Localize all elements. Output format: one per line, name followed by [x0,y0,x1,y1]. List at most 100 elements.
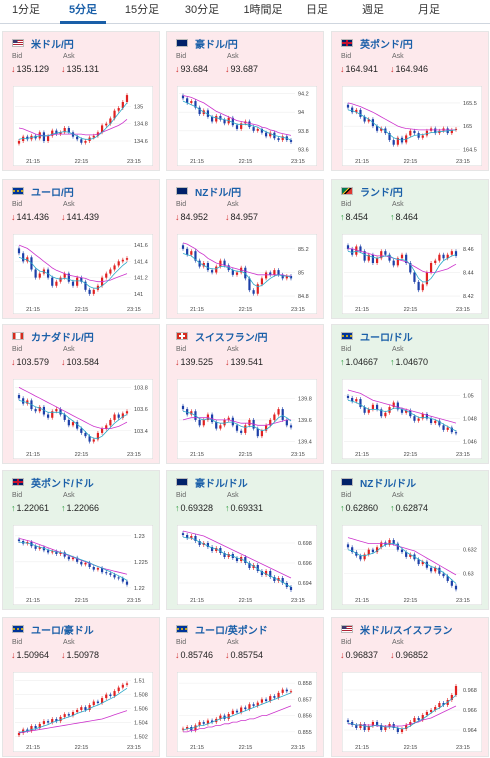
bid-price-row: ↓93.684 [175,64,208,74]
ask-label: Ask [227,201,239,208]
currency-pair-link[interactable]: ユーロ/豪ドル [31,626,94,637]
tab-5min[interactable]: 5分足 [60,0,106,24]
tab-daily[interactable]: 日足 [306,4,328,16]
candle [34,269,37,278]
candle [388,724,391,727]
bid-label: Bid [176,492,187,499]
chart-background [13,379,153,459]
candle [59,132,62,135]
currency-pair-link[interactable]: 米ドル/スイスフラン [360,626,453,637]
candle [231,417,234,426]
bid-label: Bid [12,346,23,353]
candle [417,418,420,421]
currency-card[interactable]: NZドル/円 Bid Ask ↓84.952 ↓84.957 85.2 85 84.8 21:1… [166,179,324,319]
currency-card[interactable]: 豪ドル/円 Bid Ask ↓93.684 ↓93.687 94.2 94 93.8 93.6 2… [166,31,324,171]
candle [363,554,366,560]
arrow-down-icon: ↓ [225,357,230,367]
candle [38,273,41,278]
ask-price: 139.541 [230,357,264,367]
currency-card[interactable]: ユーロ/豪ドル Bid Ask ↓1.50964 ↓1.50978 1.51 1.508 1.… [2,617,160,757]
currency-pair-link[interactable]: 豪ドル/ドル [195,479,248,490]
x-tick-label: 23:15 [127,598,141,604]
currency-pair-link[interactable]: 米ドル/円 [31,40,74,51]
candle [355,552,358,556]
arrow-up-icon: ↑ [225,503,230,513]
currency-pair-link[interactable]: 英ポンド/円 [360,40,413,51]
chart-background [13,525,153,605]
currency-pair-link[interactable]: ユーロ/円 [31,188,74,199]
candle [194,251,197,261]
bid-price: 0.85746 [180,650,214,660]
currency-card[interactable]: カナダドル/円 Bid Ask ↓103.579 ↓103.584 103.8 103.6 1… [2,324,160,464]
currency-card[interactable]: 豪ドル/ドル Bid Ask ↑0.69328 ↑0.69331 0.698 0.696 0.… [166,470,324,610]
currency-card[interactable]: ユーロ/ドル Bid Ask ↑1.04667 ↑1.04670 1.05 1.048 1.0… [331,324,489,464]
currency-pair-link[interactable]: 豪ドル/円 [195,40,238,51]
currency-card[interactable]: ユーロ/英ポンド Bid Ask ↓0.85746 ↓0.85754 0.858 0.857… [166,617,324,757]
currency-card[interactable]: 英ポンド/ドル Bid Ask ↑1.22061 ↑1.22066 1.23 1.225 1.… [2,470,160,610]
candle [206,414,210,420]
currency-card[interactable]: 米ドル/円 Bid Ask ↓135.129 ↓135.131 135 134.8 134.6… [2,31,160,171]
candle [67,273,70,282]
candle [450,695,453,700]
candle [273,577,276,581]
candle [92,567,95,570]
currency-pair-link[interactable]: NZドル/ドル [360,479,417,490]
candle [190,536,193,538]
currency-pair-link[interactable]: ユーロ/ドル [360,333,413,344]
candle [240,430,243,433]
x-tick-label: 22:15 [404,159,418,165]
candle [277,270,280,275]
ma-long-line [18,244,128,283]
y-tick-label: 141.6 [134,243,148,249]
candle [346,544,350,548]
chart-background [13,672,153,752]
currency-card[interactable]: 米ドル/スイスフラン Bid Ask ↓0.96837 ↓0.96852 0.968 0.9… [331,617,489,757]
tab-30min[interactable]: 30分足 [184,4,220,16]
candle [202,419,205,426]
candle [121,684,124,688]
candle [223,419,226,426]
ma-short-line [347,399,457,432]
tab-monthly[interactable]: 月足 [418,4,440,16]
bid-label: Bid [341,346,352,353]
currency-pair-link[interactable]: スイスフラン/円 [195,333,268,344]
ask-price: 0.69331 [230,503,264,513]
candle [264,132,268,137]
currency-pair-link[interactable]: NZドル/円 [195,188,242,199]
candle [210,270,214,273]
nz-us-flag-icon [341,478,353,486]
x-tick-label: 22:15 [404,745,418,751]
candle [371,254,375,263]
currency-card[interactable]: NZドル/ドル Bid Ask ↑0.62860 ↑0.62874 0.632 0.63 21… [331,470,489,610]
candle [117,261,120,266]
ma-long-line [18,538,128,575]
currency-pair-link[interactable]: 英ポンド/ドル [31,479,94,490]
bid-price-row: ↓164.941 [340,64,378,74]
tab-1min[interactable]: 1分足 [11,4,41,16]
price-chart: 94.2 94 93.8 93.6 21:15 22:15 23:15 [177,86,317,166]
candle [434,707,437,710]
tab-15min[interactable]: 15分足 [124,4,160,16]
ma-long-line [183,705,292,733]
currency-card[interactable]: ユーロ/円 Bid Ask ↓141.436 ↓141.439 141.6 141.4 141… [2,179,160,319]
currency-pair-link[interactable]: カナダドル/円 [31,333,94,344]
tab-weekly[interactable]: 週足 [362,4,384,16]
ask-label: Ask [227,492,239,499]
candle [121,102,124,109]
candle [121,578,124,582]
candle [346,104,350,108]
currency-card[interactable]: 英ポンド/円 Bid Ask ↓164.941 ↓164.946 165.5 165 164.… [331,31,489,171]
currency-pair-link[interactable]: ユーロ/英ポンド [195,626,268,637]
tab-1hour[interactable]: 1時間足 [243,4,283,16]
candle [289,587,293,590]
y-tick-label: 135 [134,104,143,110]
currency-pair-link[interactable]: ランド/円 [360,188,403,199]
currency-card[interactable]: スイスフラン/円 Bid Ask ↓139.525 ↓139.541 139.8 139.6… [166,324,324,464]
candle [273,414,276,420]
candle [289,691,293,693]
currency-card[interactable]: ランド/円 Bid Ask ↑8.454 ↑8.464 8.46 8.44 8.42 21:15… [331,179,489,319]
arrow-up-icon: ↑ [175,503,180,513]
ask-price-row: ↓164.946 [390,64,428,74]
candle [371,404,375,410]
y-tick-label: 0.63 [463,572,474,578]
